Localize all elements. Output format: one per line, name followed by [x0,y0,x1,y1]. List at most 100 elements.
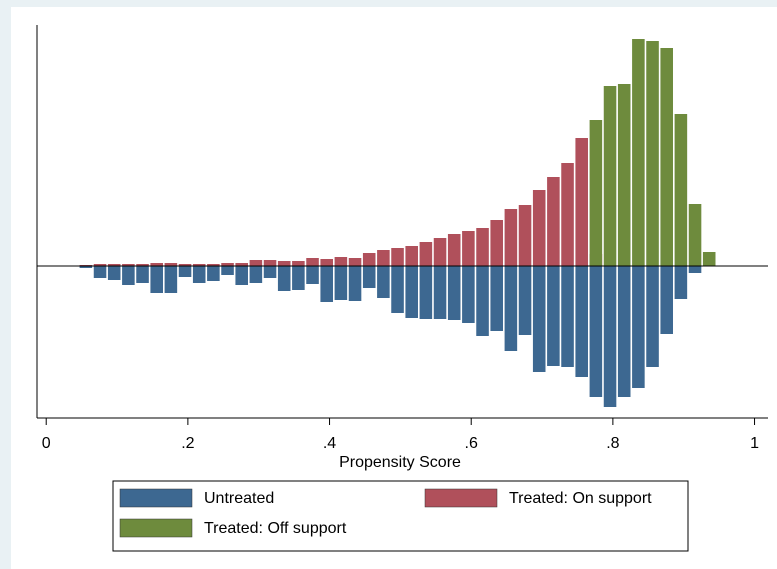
bar [674,266,688,299]
bar [575,138,588,266]
bar [348,266,362,301]
bar [178,264,192,266]
bar [433,238,447,266]
bar [391,266,404,313]
bar [235,266,248,285]
plot-area [79,39,716,407]
bar [688,204,702,266]
bar [221,266,234,275]
bar [263,260,277,266]
bar [504,266,518,351]
bar [603,86,617,266]
bar [348,258,362,266]
bar [235,263,248,266]
bar [419,266,433,319]
bar [292,266,305,290]
bar [660,48,673,266]
bar [462,231,475,266]
bar [476,228,489,266]
bar [164,266,178,293]
legend-label: Treated: Off support [204,520,347,537]
bar [79,266,93,268]
bar [490,266,503,331]
x-tick-label: .6 [465,435,478,452]
bar [504,209,518,266]
bar [107,266,121,280]
bar [277,261,291,266]
bar [192,264,206,266]
x-tick-label: 0 [42,435,51,452]
bar [405,266,418,318]
bar [419,242,433,266]
bar [447,266,461,320]
bar [532,266,546,372]
bar [277,266,291,291]
bar [107,264,121,266]
bar [702,252,716,266]
x-tick-label: 1 [750,435,759,452]
bar [377,250,390,266]
bar [405,246,418,266]
x-axis-label: Propensity Score [339,454,461,471]
bar [136,266,149,283]
legend-label: Treated: On support [509,490,652,507]
x-tick-label: .8 [606,435,619,452]
legend [112,480,689,552]
bar [688,266,702,273]
legend-swatch [119,488,193,508]
bar [518,205,532,266]
bar [632,39,645,266]
bar [476,266,489,336]
bar [334,266,348,300]
bar [136,264,149,266]
bar [660,266,673,334]
bar [547,266,560,366]
bar [490,220,503,266]
bar [518,266,532,335]
bar [192,266,206,283]
bar [164,263,178,266]
bar [561,163,574,266]
bar [249,266,263,283]
x-tick-label: .4 [323,435,336,452]
bar [320,266,333,302]
bar [589,266,603,397]
bar [377,266,390,298]
bar [391,248,404,266]
bar [561,266,574,367]
bar [122,266,135,285]
x-tick-label: .2 [181,435,194,452]
bar [221,263,234,266]
bar [617,84,631,266]
bar [334,257,348,266]
bar [263,266,277,278]
bar [320,259,333,266]
bar [632,266,645,388]
bar [362,266,376,288]
bar [575,266,588,377]
bar [178,266,192,277]
bar [646,41,659,266]
bar [433,266,447,319]
bar [93,264,107,266]
bar [547,177,560,266]
bar [207,264,220,266]
bar [249,260,263,266]
bar [150,263,163,266]
bar [646,266,659,367]
bar [617,266,631,397]
legend-swatch [119,518,193,538]
bar [306,258,319,266]
bar [462,266,475,323]
bar [362,253,376,266]
bar [674,114,688,266]
bar [532,190,546,266]
bar [122,264,135,266]
bar [603,266,617,407]
bar [589,120,603,266]
bar [93,266,107,278]
bar [447,234,461,266]
bar [150,266,163,293]
bar [207,266,220,281]
